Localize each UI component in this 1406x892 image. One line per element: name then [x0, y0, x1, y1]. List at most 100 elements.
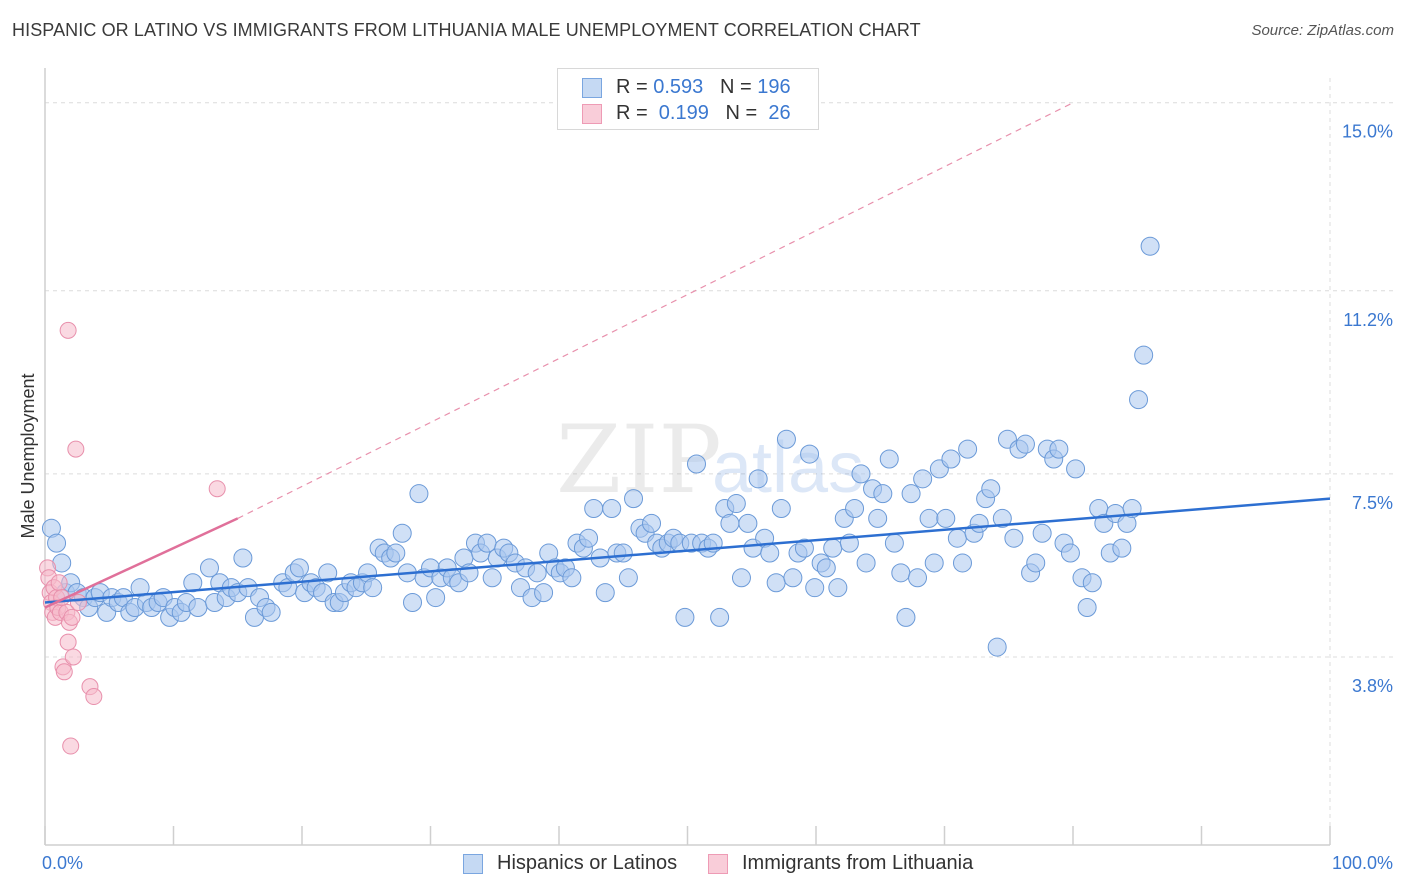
data-point-hispanics	[233, 548, 253, 568]
data-point-hispanics	[828, 578, 848, 598]
legend-swatch-pink	[708, 854, 728, 874]
y-axis-label: Male Unemployment	[18, 373, 38, 538]
data-point-hispanics	[675, 607, 695, 627]
data-point-hispanics	[987, 637, 1007, 657]
data-point-hispanics	[710, 607, 730, 627]
data-point-hispanics	[851, 464, 871, 484]
data-point-hispanics	[686, 454, 706, 474]
data-point-hispanics	[969, 513, 989, 533]
legend-n-value: 26	[762, 102, 791, 124]
data-point-hispanics	[1060, 543, 1080, 563]
data-point-hispanics	[901, 484, 921, 504]
data-point-hispanics	[868, 508, 888, 528]
data-point-hispanics	[595, 583, 615, 603]
data-point-hispanics	[534, 583, 554, 603]
data-point-hispanics	[924, 553, 944, 573]
correlation-legend: R = 0.593 N = 196 R = 0.199 N = 26	[557, 68, 819, 130]
data-point-hispanics	[527, 563, 547, 583]
watermark: ZIP atlas	[556, 406, 864, 515]
x-tick-label: 0.0%	[42, 853, 83, 873]
data-point-lithuania	[67, 440, 85, 458]
data-point-hispanics	[908, 568, 928, 588]
data-point-hispanics	[584, 499, 604, 519]
data-point-hispanics	[289, 558, 309, 578]
data-point-hispanics	[760, 543, 780, 563]
data-point-lithuania	[55, 663, 73, 681]
data-point-hispanics	[783, 568, 803, 588]
data-point-hispanics	[1112, 538, 1132, 558]
data-point-hispanics	[579, 528, 599, 548]
legend-n-value: 196	[757, 76, 791, 98]
source-label: Source: ZipAtlas.com	[1251, 22, 1394, 39]
data-point-lithuania	[63, 608, 81, 626]
data-point-hispanics	[845, 499, 865, 519]
data-point-lithuania	[64, 648, 82, 666]
data-point-lithuania	[69, 594, 87, 612]
data-point-hispanics	[805, 578, 825, 598]
data-point-hispanics	[47, 533, 67, 553]
series-hispanics-points	[41, 236, 1160, 657]
x-tick-label: 100.0%	[1332, 853, 1393, 873]
data-point-hispanics	[482, 568, 502, 588]
data-point-lithuania	[85, 688, 103, 706]
data-point-hispanics	[958, 439, 978, 459]
data-point-hispanics	[800, 444, 820, 464]
legend-label-lithuania: Immigrants from Lithuania	[742, 852, 974, 874]
trend-line-hispanics	[44, 497, 1331, 604]
data-point-hispanics	[919, 508, 939, 528]
data-point-hispanics	[199, 558, 219, 578]
axes	[44, 68, 1331, 846]
legend-swatch-blue	[463, 854, 483, 874]
data-point-lithuania	[62, 737, 80, 755]
data-point-hispanics	[392, 523, 412, 543]
data-point-hispanics	[386, 543, 406, 563]
legend-swatch-blue	[582, 78, 602, 98]
data-point-hispanics	[1066, 459, 1086, 479]
data-point-hispanics	[363, 578, 383, 598]
data-point-hispanics	[1077, 597, 1097, 617]
data-point-hispanics	[816, 558, 836, 578]
legend-swatch-pink	[582, 104, 602, 124]
data-point-hispanics	[981, 479, 1001, 499]
data-point-hispanics	[913, 469, 933, 489]
data-point-hispanics	[624, 489, 644, 509]
data-point-hispanics	[1140, 236, 1160, 256]
data-point-hispanics	[1049, 439, 1069, 459]
data-point-lithuania	[50, 574, 68, 592]
data-point-hispanics	[1129, 390, 1149, 410]
legend-n-label: N =	[719, 76, 758, 98]
data-point-lithuania	[59, 321, 77, 339]
data-point-hispanics	[1032, 523, 1052, 543]
data-point-hispanics	[823, 538, 843, 558]
data-point-hispanics	[426, 588, 446, 608]
data-point-hispanics	[1004, 528, 1024, 548]
data-point-lithuania	[208, 480, 226, 498]
data-point-hispanics	[748, 469, 768, 489]
y-tick-label: 15.0%	[1342, 122, 1393, 142]
data-point-hispanics	[941, 449, 961, 469]
data-point-hispanics	[873, 484, 893, 504]
legend-r-value: 0.199	[653, 102, 709, 124]
data-point-hispanics	[879, 449, 899, 469]
data-point-hispanics	[896, 607, 916, 627]
legend-r-label: R =	[616, 102, 654, 124]
trend-line-lithuania-extended	[237, 102, 1074, 519]
data-point-hispanics	[602, 499, 622, 519]
data-point-hispanics	[720, 513, 740, 533]
trend-lines	[44, 102, 1331, 609]
data-point-hispanics	[188, 597, 208, 617]
data-point-hispanics	[261, 602, 281, 622]
data-point-hispanics	[618, 568, 638, 588]
data-point-hispanics	[891, 563, 911, 583]
data-point-hispanics	[409, 484, 429, 504]
data-point-hispanics	[856, 553, 876, 573]
data-point-hispanics	[613, 543, 633, 563]
data-point-hispanics	[403, 593, 423, 613]
data-point-hispanics	[738, 513, 758, 533]
y-tick-label: 7.5%	[1352, 493, 1393, 513]
y-tick-label: 3.8%	[1352, 676, 1393, 696]
legend-n-label: N =	[725, 102, 763, 124]
data-point-hispanics	[642, 513, 662, 533]
data-point-hispanics	[771, 499, 791, 519]
